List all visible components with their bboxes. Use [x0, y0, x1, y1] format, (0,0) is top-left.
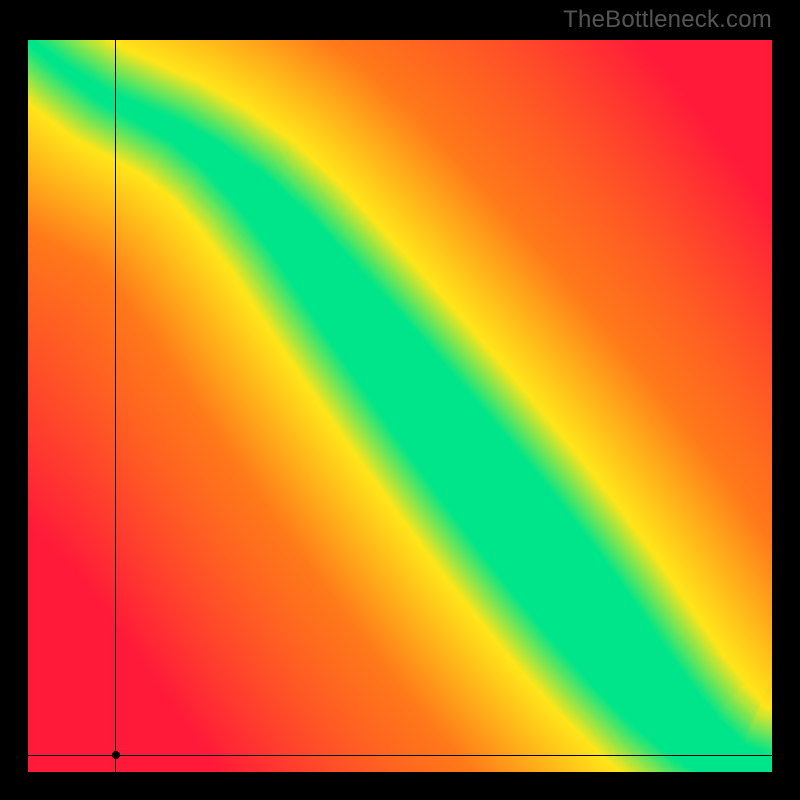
plot-area [28, 40, 772, 772]
watermark-text: TheBottleneck.com [563, 6, 772, 34]
crosshair-horizontal [28, 755, 772, 756]
data-point-marker [112, 751, 120, 759]
heatmap-canvas [28, 40, 772, 772]
crosshair-vertical [115, 40, 116, 772]
